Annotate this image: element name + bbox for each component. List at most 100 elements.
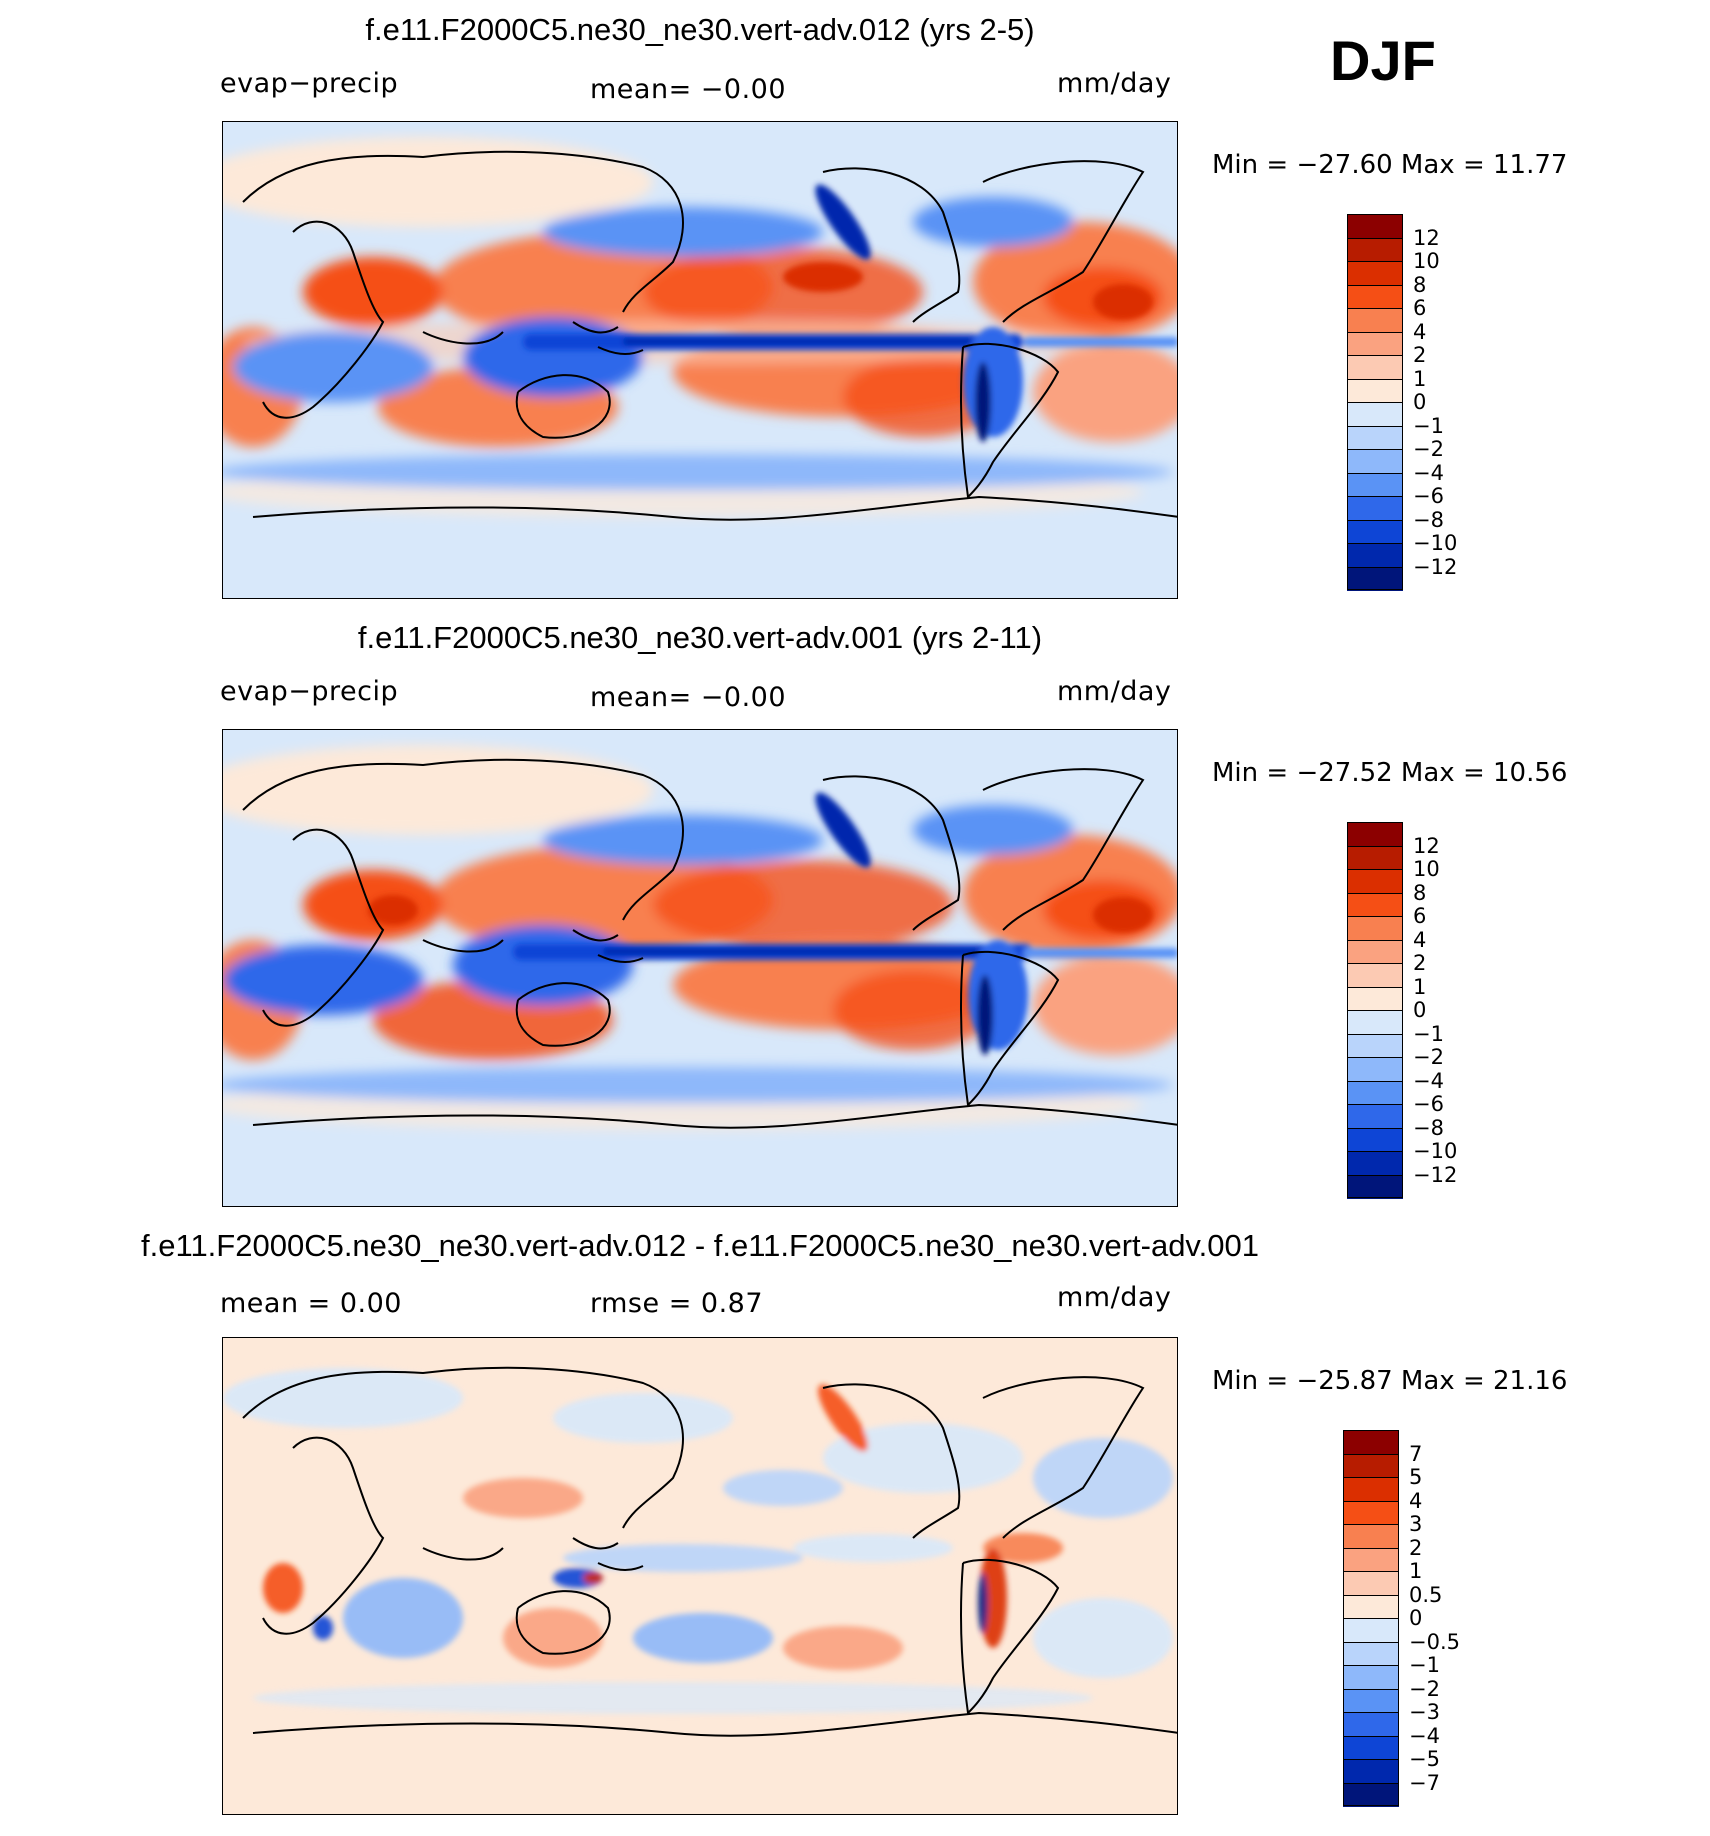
colorbar-tick-label: 0.5 <box>1409 1582 1443 1607</box>
colorbar-tick-label: 2 <box>1413 343 1427 367</box>
colorbar-tick-label: 8 <box>1413 880 1427 905</box>
colorbar-segment <box>1347 916 1403 940</box>
n-america-west-coast <box>822 167 961 323</box>
colorbar-tick-label: −6 <box>1413 484 1444 508</box>
colorbar-segment <box>1347 1151 1403 1175</box>
atlantic-itcz <box>1023 948 1177 958</box>
colorbar-segment <box>1347 1057 1403 1081</box>
storm-track-south <box>223 1067 1173 1103</box>
colorbar-segment <box>1343 1759 1399 1783</box>
antarctica-coast <box>252 1103 1177 1129</box>
diff-blob <box>793 1534 953 1562</box>
colorbar-tick-label: 1 <box>1413 366 1427 391</box>
colorbar-segment <box>1347 1033 1403 1058</box>
panel-1-title: f.e11.F2000C5.ne30_ne30.vert-adv.012 (yr… <box>365 12 1035 47</box>
colorbar-tick-label: −2 <box>1409 1676 1440 1701</box>
colorbar-tick-label: −2 <box>1413 1045 1444 1069</box>
diff-blob <box>983 1533 1063 1563</box>
colorbar-segment <box>1347 869 1403 893</box>
colorbar-tick-label: 4 <box>1413 319 1427 344</box>
colorbar-segment <box>1347 822 1403 846</box>
diff-blob <box>223 1368 463 1428</box>
maritime-continent-islands <box>572 1537 644 1571</box>
diff-blob <box>823 1423 1023 1493</box>
antarctica-coast <box>252 1711 1177 1737</box>
india-coast <box>422 939 504 953</box>
nw-america-coast <box>815 792 871 868</box>
colorbar-tick-label: −10 <box>1413 1139 1458 1163</box>
colorbar-tick-label: 10 <box>1413 249 1440 273</box>
colorbar-segment <box>1343 1665 1399 1689</box>
diff-blob <box>723 1470 843 1506</box>
panel-2-units-label: mm/day <box>1057 676 1172 707</box>
diff-blob <box>343 1578 463 1658</box>
colorbar-segment <box>1347 425 1403 450</box>
eurasia-coast <box>242 1366 684 1529</box>
panel-1-minmax: Min = −27.60 Max = 11.77 <box>1212 150 1568 180</box>
colorbar-segment <box>1343 1453 1399 1478</box>
diff-blob <box>978 1573 988 1633</box>
colorbar-tick-label: 0 <box>1413 390 1427 414</box>
eurasia-coast <box>242 150 684 313</box>
colorbar-segment <box>1347 472 1403 497</box>
colorbar-segment <box>1343 1547 1399 1572</box>
colorbar-segment <box>1347 519 1403 544</box>
panel-3-map-svg <box>223 1338 1177 1814</box>
colorbar-tick-label: 10 <box>1413 857 1440 881</box>
diff-blob <box>563 1544 803 1572</box>
africa-coast <box>262 220 385 419</box>
panel-2-title: f.e11.F2000C5.ne30_ne30.vert-adv.001 (yr… <box>357 620 1043 655</box>
colorbar-tick-label: −1 <box>1409 1653 1440 1677</box>
colorbar-segment <box>1343 1477 1399 1501</box>
colorbar-segment <box>1347 331 1403 356</box>
panel-3-minmax: Min = −25.87 Max = 21.16 <box>1212 1366 1568 1396</box>
colorbar-segment <box>1347 1104 1403 1128</box>
panel-3-units-label: mm/day <box>1057 1282 1172 1313</box>
india-coast <box>422 1547 504 1561</box>
panel-1-units-label: mm/day <box>1057 68 1172 99</box>
itcz-core <box>623 338 973 345</box>
diff-blob <box>583 1572 603 1584</box>
antarctica-coast <box>252 495 1177 521</box>
colorbar-tick-label: 5 <box>1409 1465 1423 1489</box>
colorbar-tick-label: 12 <box>1413 833 1440 858</box>
diff-blob <box>263 1563 303 1613</box>
panel-3-map <box>222 1337 1178 1815</box>
colorbar-tick-label: −12 <box>1413 554 1458 579</box>
s-america-coast <box>959 342 1060 500</box>
africa-coast <box>262 1436 385 1635</box>
colorbar-tick-label: −12 <box>1413 1162 1458 1187</box>
colorbar-segment <box>1347 449 1403 473</box>
colorbar-tick-label: −5 <box>1409 1747 1440 1771</box>
colorbar-tick-label: 6 <box>1413 904 1427 928</box>
panel-3-mean-label: mean = 0.00 <box>220 1288 402 1319</box>
colorbar-segment <box>1347 308 1403 332</box>
diff-blob <box>633 1613 773 1663</box>
colorbar-tick-label: −8 <box>1413 507 1444 532</box>
diff-blob <box>503 1608 603 1668</box>
panel-2-map <box>222 729 1178 1207</box>
colorbar-segment <box>1343 1641 1399 1666</box>
coastlines <box>242 1366 1177 1737</box>
australia-coast <box>515 1590 611 1655</box>
colorbar-tick-label: −2 <box>1413 437 1444 461</box>
colorbar-tick-label: 1 <box>1409 1559 1423 1583</box>
atlantic-core <box>1093 284 1153 320</box>
colorbar-segment <box>1347 892 1403 917</box>
colorbar-segment <box>1347 543 1403 567</box>
atlantic-core <box>1093 897 1153 933</box>
colorbar-segment <box>1347 939 1403 964</box>
colorbar-segment <box>1347 378 1403 403</box>
colorbar-segment <box>1343 1500 1399 1525</box>
s-america-coast <box>959 950 1060 1108</box>
colorbar-segment <box>1347 1174 1403 1199</box>
colorbar-segment <box>1347 566 1403 591</box>
andes-low <box>975 362 991 442</box>
colorbar-segment <box>1347 402 1403 426</box>
pacific-core <box>783 262 863 292</box>
colorbar-segment <box>1347 1010 1403 1034</box>
colorbar-tick-label: 8 <box>1413 272 1427 297</box>
colorbar-segment <box>1343 1430 1399 1454</box>
colorbar-segment <box>1347 237 1403 262</box>
s-atlantic-high <box>1033 955 1177 1055</box>
